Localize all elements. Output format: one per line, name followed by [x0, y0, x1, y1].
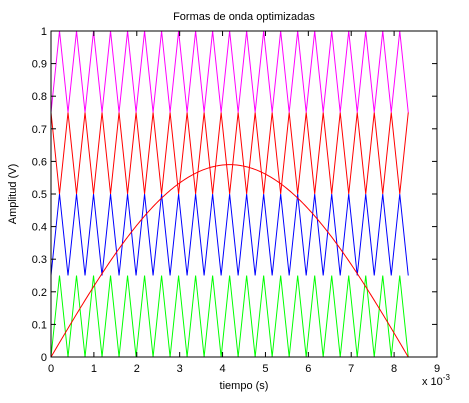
x-tick-label: 1 — [91, 363, 97, 375]
y-tick-label: 0.8 — [32, 91, 47, 103]
y-tick-label: 0.2 — [32, 287, 47, 299]
series-line-5 — [50, 164, 409, 358]
y-tick-label: 0.9 — [32, 59, 47, 71]
x-tick-label: 8 — [391, 363, 397, 375]
series-line-3 — [50, 112, 409, 195]
x-tick-label: 3 — [177, 363, 183, 375]
x-tick-label: 2 — [134, 363, 140, 375]
y-tick-label: 0.7 — [32, 124, 47, 136]
x-tick-label: 6 — [305, 363, 311, 375]
y-tick-label: 1 — [41, 26, 47, 38]
y-tick-label: 0 — [41, 352, 47, 364]
x-tick-label: 9 — [434, 363, 440, 375]
x-axis-exponent-base: x 10 — [422, 376, 443, 388]
x-tick-label: 5 — [262, 363, 268, 375]
y-tick-label: 0.1 — [32, 319, 47, 331]
y-tick-label: 0.6 — [32, 156, 47, 168]
y-tick-label: 0.3 — [32, 254, 47, 266]
y-axis-title: Amplitud (V) — [7, 164, 19, 225]
x-axis-title: tiempo (s) — [220, 380, 269, 392]
y-tick-label: 0.5 — [32, 189, 47, 201]
series-line-1 — [50, 275, 409, 358]
axes-layer: 0 1 2 3 4 5 6 7 8 9 0 0.1 0.2 0.3 0.4 0.5 0.6 0.7 0.8 0.9 1 — [32, 26, 440, 375]
x-tick-label: 0 — [48, 363, 54, 375]
x-tick-label: 7 — [348, 363, 354, 375]
chart-title: Formas de onda optimizadas — [173, 11, 315, 23]
y-tick-label: 0.4 — [32, 222, 47, 234]
x-axis-exponent-power: -3 — [443, 373, 451, 382]
x-axis-exponent: x 10-3 — [422, 373, 450, 388]
x-tick-label: 4 — [219, 363, 225, 375]
